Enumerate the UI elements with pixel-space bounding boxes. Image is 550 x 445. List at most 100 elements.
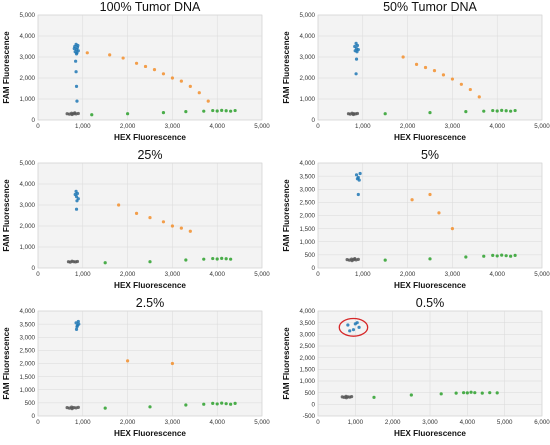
- data-point: [351, 328, 356, 332]
- y-tick-label: 3,000: [300, 54, 316, 61]
- data-point: [350, 259, 354, 263]
- data-point: [75, 199, 79, 203]
- data-point: [480, 391, 484, 395]
- y-tick-label: 500: [305, 252, 316, 259]
- data-point: [462, 391, 466, 395]
- data-point: [454, 391, 458, 395]
- data-point: [179, 226, 183, 230]
- data-point: [355, 111, 360, 116]
- data-point: [357, 178, 361, 182]
- y-tick-label: 4,000: [20, 33, 36, 40]
- y-tick-label: 500: [25, 400, 36, 407]
- data-point: [184, 110, 188, 114]
- data-point: [184, 258, 188, 262]
- data-point: [206, 99, 210, 103]
- y-tick-label: 1,500: [20, 374, 36, 381]
- data-point: [372, 395, 376, 399]
- panel-6: 0.5% 0 1,000 2,000 3,000 4,000 5,000 6,000 -500 0…: [280, 296, 550, 441]
- data-point: [354, 41, 358, 45]
- y-tick-label: 2,000: [20, 75, 36, 82]
- data-point: [354, 57, 359, 61]
- data-point: [161, 72, 166, 76]
- data-point: [74, 327, 79, 331]
- data-point: [215, 257, 219, 261]
- data-point: [211, 256, 215, 261]
- data-point: [469, 390, 473, 394]
- data-point: [179, 79, 183, 83]
- data-point: [170, 361, 174, 366]
- data-point: [229, 109, 233, 113]
- data-point: [344, 396, 348, 400]
- data-point: [197, 91, 201, 95]
- data-point: [495, 391, 499, 395]
- y-tick-label: 2,000: [20, 223, 36, 230]
- x-tick-label: 5,000: [254, 271, 270, 278]
- y-tick-label: 3,000: [20, 54, 36, 61]
- y-tick-label: 4,000: [300, 33, 316, 40]
- data-point: [482, 254, 486, 258]
- data-point: [401, 55, 405, 59]
- y-tick-label: 4,000: [20, 308, 36, 315]
- y-tick-label: 4,000: [300, 308, 316, 315]
- data-point: [350, 395, 354, 399]
- data-point: [170, 76, 174, 80]
- data-point: [103, 406, 107, 410]
- y-tick-label: 2,000: [300, 75, 316, 82]
- y-tick-label: 3,000: [20, 202, 36, 209]
- data-point: [513, 108, 517, 113]
- data-point: [351, 112, 355, 117]
- chart-title: 2.5%: [136, 296, 165, 310]
- data-point: [423, 65, 428, 70]
- data-point: [74, 59, 78, 63]
- data-point: [134, 211, 139, 215]
- data-point: [464, 110, 468, 114]
- y-tick-label: 1,000: [300, 239, 316, 246]
- y-tick-label: 2,500: [300, 343, 316, 350]
- data-point: [103, 261, 107, 265]
- data-point: [513, 253, 517, 257]
- x-axis-label: HEX Fluorescence: [394, 429, 466, 438]
- data-point: [354, 173, 359, 177]
- data-point: [134, 61, 139, 65]
- data-point: [75, 99, 79, 103]
- data-point: [224, 257, 228, 261]
- data-point: [117, 203, 121, 207]
- data-point: [346, 323, 350, 327]
- data-point: [70, 112, 74, 117]
- y-tick-label: 1,000: [300, 96, 316, 103]
- data-point: [464, 255, 468, 259]
- data-point: [509, 254, 513, 258]
- chart-title: 50% Tumor DNA: [383, 0, 477, 14]
- x-tick-label: 5,000: [534, 271, 550, 278]
- x-tick-label: 4,000: [460, 419, 476, 426]
- y-tick-label: 3,000: [300, 332, 316, 339]
- data-point: [414, 62, 419, 66]
- data-point: [220, 401, 224, 405]
- data-point: [432, 69, 437, 73]
- y-tick-label: 5,000: [300, 12, 316, 19]
- data-point: [477, 95, 481, 99]
- data-point: [459, 82, 463, 86]
- y-tick-label: 0: [312, 117, 316, 124]
- data-point: [357, 325, 361, 329]
- x-tick-label: 5,000: [534, 123, 550, 130]
- x-axis-label: HEX Fluorescence: [114, 281, 186, 290]
- data-point: [76, 319, 80, 324]
- x-tick-label: 2,000: [120, 419, 136, 426]
- data-point: [355, 321, 359, 325]
- data-point: [152, 68, 157, 72]
- data-point: [383, 258, 387, 262]
- y-tick-label: 1,000: [20, 387, 36, 394]
- data-point: [509, 109, 513, 113]
- data-point: [74, 189, 78, 193]
- data-point: [504, 109, 508, 113]
- x-tick-label: 4,000: [489, 271, 505, 278]
- y-tick-label: 4,000: [300, 160, 316, 167]
- x-tick-label: 4,000: [489, 123, 505, 130]
- data-point: [76, 111, 80, 116]
- data-point: [482, 109, 486, 113]
- data-point: [450, 227, 454, 231]
- x-tick-label: 1,000: [348, 419, 364, 426]
- data-point: [170, 224, 174, 228]
